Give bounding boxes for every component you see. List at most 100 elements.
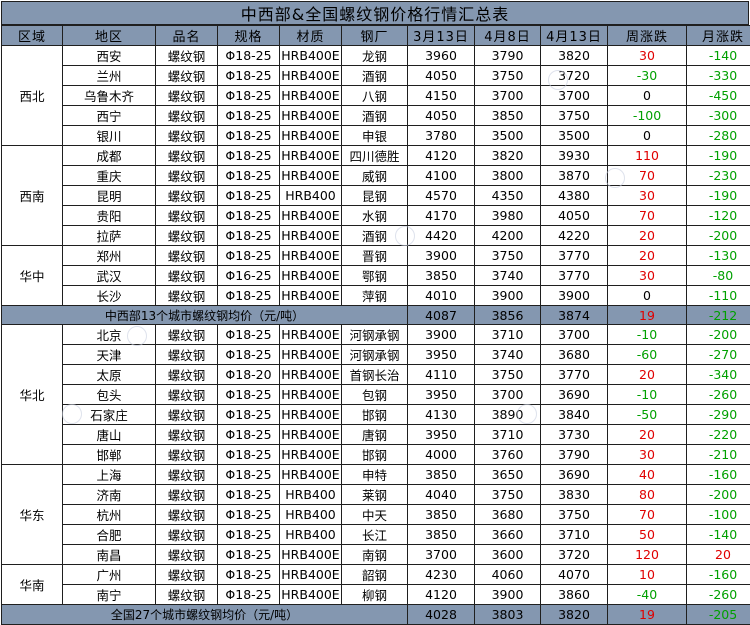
city-cell: 乌鲁木齐 [63, 86, 156, 106]
price-summary-sheet: 中西部&全国螺纹钢价格行情汇总表 区域 地区 品名 规格 材质 钢厂 3月13日… [0, 0, 750, 608]
grade-cell: HRB400 [280, 525, 342, 545]
monthly-change-cell: 20 [687, 545, 750, 565]
monthly-change-cell: -210 [687, 445, 750, 465]
price-mar13-cell: 4110 [408, 365, 475, 385]
price-mar13-cell: 3950 [408, 425, 475, 445]
spec-cell: Φ18-25 [218, 465, 280, 485]
mill-cell: 水钢 [342, 206, 408, 226]
price-mar13-cell: 3950 [408, 385, 475, 405]
region-cell: 西南 [2, 146, 63, 246]
grade-cell: HRB400E [280, 325, 342, 345]
spec-cell: Φ18-20 [218, 365, 280, 385]
spec-cell: Φ18-25 [218, 425, 280, 445]
monthly-change-cell: -260 [687, 585, 750, 605]
col-header-mill: 钢厂 [342, 26, 408, 46]
col-header-mar13: 3月13日 [408, 26, 475, 46]
weekly-change-cell: -10 [608, 325, 687, 345]
weekly-change-cell: -30 [608, 66, 687, 86]
mill-cell: 南钢 [342, 545, 408, 565]
grade-cell: HRB400E [280, 206, 342, 226]
price-apr8-cell: 3750 [475, 365, 541, 385]
price-mar13-cell: 4040 [408, 485, 475, 505]
product-cell: 螺纹钢 [156, 565, 218, 585]
product-cell: 螺纹钢 [156, 166, 218, 186]
monthly-change-cell: -200 [687, 485, 750, 505]
table-title: 中西部&全国螺纹钢价格行情汇总表 [1, 1, 749, 25]
grade-cell: HRB400E [280, 86, 342, 106]
city-cell: 南昌 [63, 545, 156, 565]
price-apr8-cell: 3790 [475, 46, 541, 66]
price-apr8-cell: 3850 [475, 106, 541, 126]
price-apr13-cell: 3500 [541, 126, 608, 146]
price-mar13-cell: 3780 [408, 126, 475, 146]
spec-cell: Φ18-25 [218, 585, 280, 605]
grade-cell: HRB400E [280, 66, 342, 86]
city-cell: 西宁 [63, 106, 156, 126]
price-apr8-cell: 3600 [475, 545, 541, 565]
monthly-change-cell: -160 [687, 465, 750, 485]
monthly-change-cell: -140 [687, 46, 750, 66]
weekly-change-cell: -10 [608, 385, 687, 405]
city-cell: 合肥 [63, 525, 156, 545]
price-apr13-cell: 3730 [541, 425, 608, 445]
price-apr8-cell: 3740 [475, 266, 541, 286]
price-mar13-cell: 3960 [408, 46, 475, 66]
weekly-change-cell: 120 [608, 545, 687, 565]
spec-cell: Φ18-25 [218, 385, 280, 405]
mill-cell: 河钢承钢 [342, 345, 408, 365]
mill-cell: 四川德胜 [342, 146, 408, 166]
city-cell: 包头 [63, 385, 156, 405]
mill-cell: 申银 [342, 126, 408, 146]
col-header-apr13: 4月13日 [541, 26, 608, 46]
spec-cell: Φ18-25 [218, 505, 280, 525]
product-cell: 螺纹钢 [156, 465, 218, 485]
product-cell: 螺纹钢 [156, 126, 218, 146]
price-apr13-cell: 3770 [541, 365, 608, 385]
city-cell: 重庆 [63, 166, 156, 186]
monthly-change-cell: -230 [687, 166, 750, 186]
price-apr8-cell: 3710 [475, 425, 541, 445]
spec-cell: Φ18-25 [218, 46, 280, 66]
product-cell: 螺纹钢 [156, 405, 218, 425]
price-apr13-cell: 3680 [541, 345, 608, 365]
spec-cell: Φ16-25 [218, 266, 280, 286]
average-monthly-change: -212 [687, 306, 750, 325]
grade-cell: HRB400E [280, 166, 342, 186]
monthly-change-cell: -330 [687, 66, 750, 86]
city-cell: 济南 [63, 485, 156, 505]
price-apr8-cell: 3500 [475, 126, 541, 146]
product-cell: 螺纹钢 [156, 266, 218, 286]
average-weekly-change: 19 [608, 306, 687, 325]
monthly-change-cell: -160 [687, 565, 750, 585]
product-cell: 螺纹钢 [156, 525, 218, 545]
city-cell: 贵阳 [63, 206, 156, 226]
price-apr8-cell: 3820 [475, 146, 541, 166]
product-cell: 螺纹钢 [156, 86, 218, 106]
mill-cell: 昆钢 [342, 186, 408, 206]
weekly-change-cell: 50 [608, 525, 687, 545]
mill-cell: 唐钢 [342, 425, 408, 445]
grade-cell: HRB400E [280, 345, 342, 365]
price-mar13-cell: 3850 [408, 266, 475, 286]
region-cell: 华东 [2, 465, 63, 565]
monthly-change-cell: -190 [687, 146, 750, 166]
price-mar13-cell: 4150 [408, 86, 475, 106]
spec-cell: Φ18-25 [218, 246, 280, 266]
grade-cell: HRB400E [280, 585, 342, 605]
grade-cell: HRB400E [280, 365, 342, 385]
product-cell: 螺纹钢 [156, 106, 218, 126]
grade-cell: HRB400E [280, 246, 342, 266]
mill-cell: 鄂钢 [342, 266, 408, 286]
grade-cell: HRB400E [280, 106, 342, 126]
spec-cell: Φ18-25 [218, 345, 280, 365]
